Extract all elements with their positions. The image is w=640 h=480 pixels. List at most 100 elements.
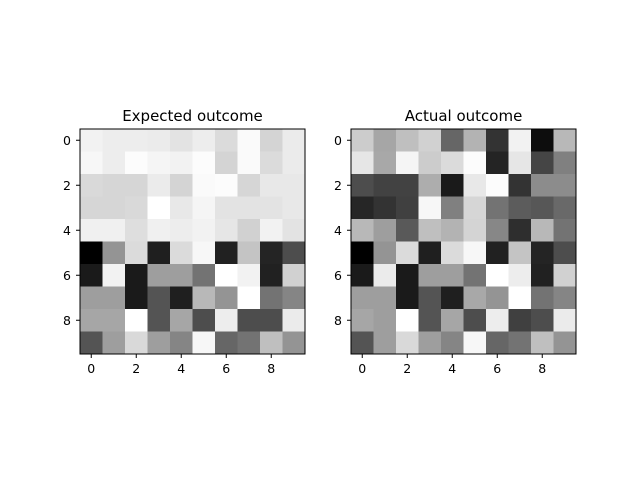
heatmap-cell [486,264,509,287]
heatmap-cell [260,309,283,332]
heatmap-cell [441,286,464,310]
heatmap-cell [147,196,171,220]
heatmap-cell [102,309,126,332]
heatmap-cell [463,129,487,152]
heatmap-cell [396,241,419,265]
chart-title: Actual outcome [405,107,523,125]
heatmap-cell [486,151,509,175]
heatmap-cell [463,196,487,220]
axes-frame [79,128,306,355]
heatmap-cell [441,151,464,175]
heatmap-cell [373,129,397,152]
heatmap-cell [418,309,442,332]
heatmap-cell [441,309,464,332]
heatmap-cell [215,309,238,332]
heatmap-cell [486,241,509,265]
heatmap-cell [553,151,577,175]
heatmap-cell [396,196,419,220]
heatmap-cell [553,174,577,197]
y-tick-label: 4 [334,223,342,238]
axis-ticks: 0 2 4 6 8 0 2 4 6 8 [334,133,546,376]
heatmap-cell [125,241,148,265]
x-tick-label: 0 [87,361,95,376]
heatmap-cell [125,174,148,197]
heatmap-cell [80,219,103,242]
heatmap-cell [441,241,464,265]
heatmap-cell [237,286,261,310]
y-tick-label: 0 [63,133,71,148]
heatmap-cell [80,129,103,152]
x-tick-label: 2 [132,361,140,376]
heatmap-cell [351,151,374,175]
heatmap-cell [282,129,306,152]
heatmap-cell [373,331,397,355]
heatmap-cell [531,286,554,310]
heatmap-cell [102,331,126,355]
heatmap-cell [237,264,261,287]
heatmap-cell [192,331,216,355]
heatmap-cell [282,151,306,175]
heatmap-cell [351,286,374,310]
heatmap-cell [260,219,283,242]
heatmap-cell [192,174,216,197]
heatmap-cell [373,241,397,265]
heatmap-cell [125,309,148,332]
heatmap-cell [486,196,509,220]
heatmap-cell [441,219,464,242]
heatmap-cell [192,309,216,332]
heatmap-cell [237,309,261,332]
heatmap-cell [463,309,487,332]
heatmap-cell [237,331,261,355]
heatmap-cell [553,264,577,287]
heatmap-cell [215,174,238,197]
heatmap-cell [531,196,554,220]
x-tick-label: 8 [538,361,546,376]
y-tick-label: 4 [63,223,71,238]
heatmap-cell [260,264,283,287]
heatmap-cell [237,196,261,220]
x-tick-label: 0 [358,361,366,376]
heatmap-cell [373,196,397,220]
heatmap-cell [441,331,464,355]
heatmap-cell [147,309,171,332]
heatmap-cell [80,151,103,175]
heatmap-cell [508,286,532,310]
x-tick-label: 4 [448,361,456,376]
heatmap-cell [418,174,442,197]
heatmap-cell [351,174,374,197]
heatmap-cell [260,196,283,220]
heatmap-cell [102,151,126,175]
heatmap-cell [170,174,193,197]
heatmap-cell [373,219,397,242]
heatmap-cell [418,196,442,220]
heatmap-cell [351,129,374,152]
heatmap-cell [237,219,261,242]
heatmap-cell [260,331,283,355]
heatmap-cell [125,219,148,242]
heatmap-cell [260,174,283,197]
heatmap-cell [441,264,464,287]
heatmap-cell [531,264,554,287]
heatmap-cell [102,264,126,287]
heatmap-cell [508,151,532,175]
heatmap-cell [147,241,171,265]
heatmap-cell [102,129,126,152]
heatmap-cell [260,129,283,152]
heatmap-cell [441,129,464,152]
heatmap-cell [147,219,171,242]
heatmap-cell [463,264,487,287]
heatmap-cell [373,151,397,175]
heatmap-cell [170,219,193,242]
heatmap-cell [396,309,419,332]
heatmap-cell [215,286,238,310]
heatmap-cell [418,331,442,355]
y-tick-label: 2 [334,178,342,193]
heatmap-cell [102,241,126,265]
heatmap-cell [125,129,148,152]
y-tick-label: 8 [334,313,342,328]
heatmap-cell [215,219,238,242]
heatmap-cell [282,264,306,287]
heatmap-cell [192,129,216,152]
heatmap-cell [237,174,261,197]
